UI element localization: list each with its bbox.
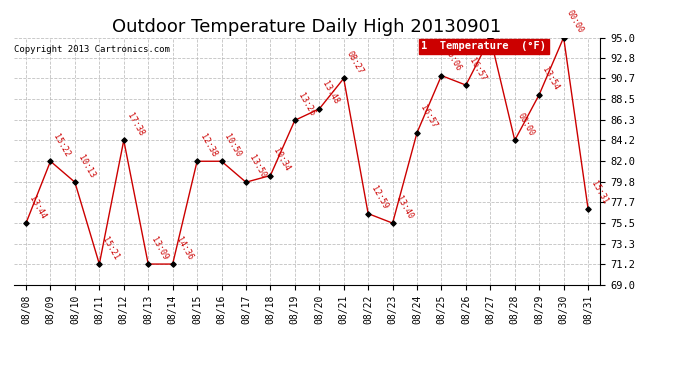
Point — [21, 220, 32, 226]
Text: 15:06: 15:06 — [443, 46, 463, 73]
Text: 16:57: 16:57 — [467, 56, 487, 82]
Text: 10:50: 10:50 — [223, 132, 243, 158]
Point — [363, 211, 374, 217]
Point — [460, 82, 471, 88]
Point — [70, 179, 81, 185]
Point — [582, 206, 593, 212]
Text: 17:38: 17:38 — [125, 111, 146, 138]
Point — [289, 117, 300, 123]
Point — [314, 106, 325, 112]
Text: 1  Temperature  (°F): 1 Temperature (°F) — [422, 41, 546, 51]
Text: 16:57: 16:57 — [418, 104, 439, 130]
Point — [216, 158, 227, 164]
Text: 13:44: 13:44 — [27, 194, 48, 220]
Text: 13:48: 13:48 — [320, 80, 341, 106]
Point — [45, 158, 56, 164]
Point — [167, 261, 178, 267]
Text: 15:31: 15:31 — [589, 180, 609, 206]
Text: 13:09: 13:09 — [150, 235, 170, 261]
Text: 00:00: 00:00 — [516, 111, 536, 138]
Point — [485, 34, 496, 40]
Point — [240, 179, 251, 185]
Text: 10:13: 10:13 — [76, 153, 97, 179]
Text: 13:26: 13:26 — [296, 91, 316, 117]
Text: 15:21: 15:21 — [101, 235, 121, 261]
Point — [509, 137, 520, 143]
Point — [387, 220, 398, 226]
Text: 13:54: 13:54 — [540, 66, 561, 92]
Point — [338, 75, 349, 81]
Text: 12:38: 12:38 — [198, 132, 219, 158]
Text: 10:34: 10:34 — [272, 147, 292, 172]
Text: 13:50: 13:50 — [247, 153, 268, 179]
Point — [558, 34, 569, 40]
Text: 00:00: 00:00 — [565, 9, 585, 34]
Text: Copyright 2013 Cartronics.com: Copyright 2013 Cartronics.com — [14, 45, 170, 54]
Text: 08:27: 08:27 — [345, 50, 365, 76]
Text: 15:22: 15:22 — [52, 132, 72, 158]
Title: Outdoor Temperature Daily High 20130901: Outdoor Temperature Daily High 20130901 — [112, 18, 502, 36]
Text: 13:40: 13:40 — [394, 194, 414, 220]
Point — [94, 261, 105, 267]
Point — [143, 261, 154, 267]
Point — [411, 130, 422, 136]
Text: 12:59: 12:59 — [369, 184, 390, 211]
Point — [533, 92, 544, 98]
Point — [192, 158, 203, 164]
Point — [436, 73, 447, 79]
Point — [265, 172, 276, 178]
Point — [118, 137, 129, 143]
Text: 14:36: 14:36 — [174, 235, 194, 261]
